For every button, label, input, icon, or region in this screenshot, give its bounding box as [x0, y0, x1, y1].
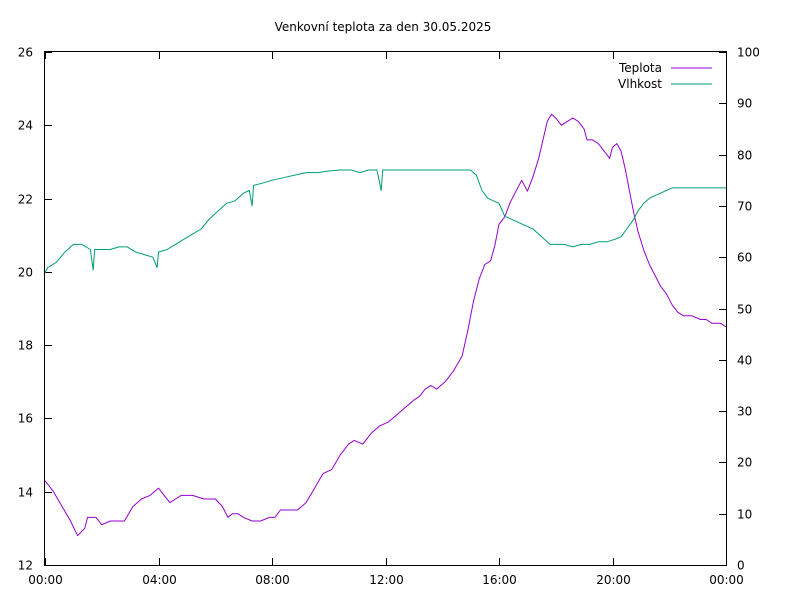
series-line-vlhkost	[44, 169, 726, 273]
legend: Teplota Vlhkost	[618, 61, 712, 91]
x-tick-label: 08:00	[255, 573, 290, 587]
axis-ticks: 12 14 16 18 20 22 24 26 0 10 20 30 40 50 60 70 80 90 100 00…	[18, 46, 760, 588]
y2-tick-label: 60	[737, 251, 752, 265]
y-tick-label: 26	[18, 46, 33, 60]
legend-label: Vlhkost	[618, 77, 662, 91]
y2-tick-label: 80	[737, 149, 752, 163]
y2-tick-label: 50	[737, 303, 752, 317]
x-tick-label: 00:00	[709, 573, 744, 587]
x-tick-label: 00:00	[28, 573, 63, 587]
x-tick-label: 04:00	[142, 573, 177, 587]
y-tick-label: 18	[18, 339, 33, 353]
y-tick-label: 14	[18, 486, 33, 500]
y2-tick-label: 90	[737, 97, 752, 111]
y2-tick-label: 10	[737, 508, 752, 522]
y2-tick-label: 30	[737, 405, 752, 419]
y-tick-label: 22	[18, 193, 33, 207]
y-tick-label: 16	[18, 412, 33, 426]
y2-tick-label: 20	[737, 456, 752, 470]
y-tick-label: 12	[18, 559, 33, 573]
legend-label: Teplota	[618, 61, 662, 75]
chart-title: Venkovní teplota za den 30.05.2025	[275, 20, 492, 34]
y-tick-label: 20	[18, 266, 33, 280]
y2-tick-label: 40	[737, 354, 752, 368]
plot-frame	[44, 51, 727, 566]
y2-tick-label: 0	[737, 559, 745, 573]
y-tick-label: 24	[18, 119, 33, 133]
y2-tick-label: 70	[737, 200, 752, 214]
series-line-teplota	[44, 113, 727, 537]
x-tick-label: 20:00	[596, 573, 631, 587]
x-tick-label: 16:00	[482, 573, 517, 587]
y2-tick-label: 100	[737, 46, 760, 60]
series-layer	[44, 113, 727, 537]
x-tick-label: 12:00	[369, 573, 404, 587]
